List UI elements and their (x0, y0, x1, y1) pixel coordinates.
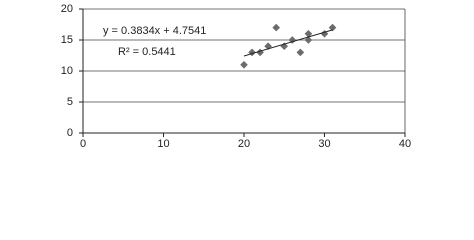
marker (240, 61, 248, 69)
y-tick-label: 0 (67, 127, 73, 139)
trendline (243, 29, 333, 57)
marker (248, 48, 256, 57)
marker (272, 23, 280, 32)
marker (264, 42, 272, 50)
x-tick-label: 30 (318, 138, 330, 150)
trendline-equation: y = 0.3834x + 4.7541 (103, 25, 206, 37)
y-tick-label: 15 (61, 34, 73, 46)
marker (328, 23, 337, 32)
y-tick-label: 10 (61, 65, 73, 77)
x-tick-label: 10 (157, 138, 169, 150)
x-tick-label: 40 (399, 138, 411, 150)
chart: y = 0.3834x + 4.7541 R² = 0.5441 0 5 10 15 2… (61, 3, 411, 150)
r-squared: R² = 0.5441 (118, 46, 176, 58)
x-tick-label: 20 (238, 138, 250, 150)
marker (304, 30, 313, 38)
marker (304, 36, 313, 44)
x-tick-label: 0 (80, 138, 86, 150)
marker (296, 48, 305, 57)
y-tick-label: 5 (67, 96, 73, 108)
y-tick-label: 20 (61, 3, 73, 15)
marker (288, 36, 297, 44)
